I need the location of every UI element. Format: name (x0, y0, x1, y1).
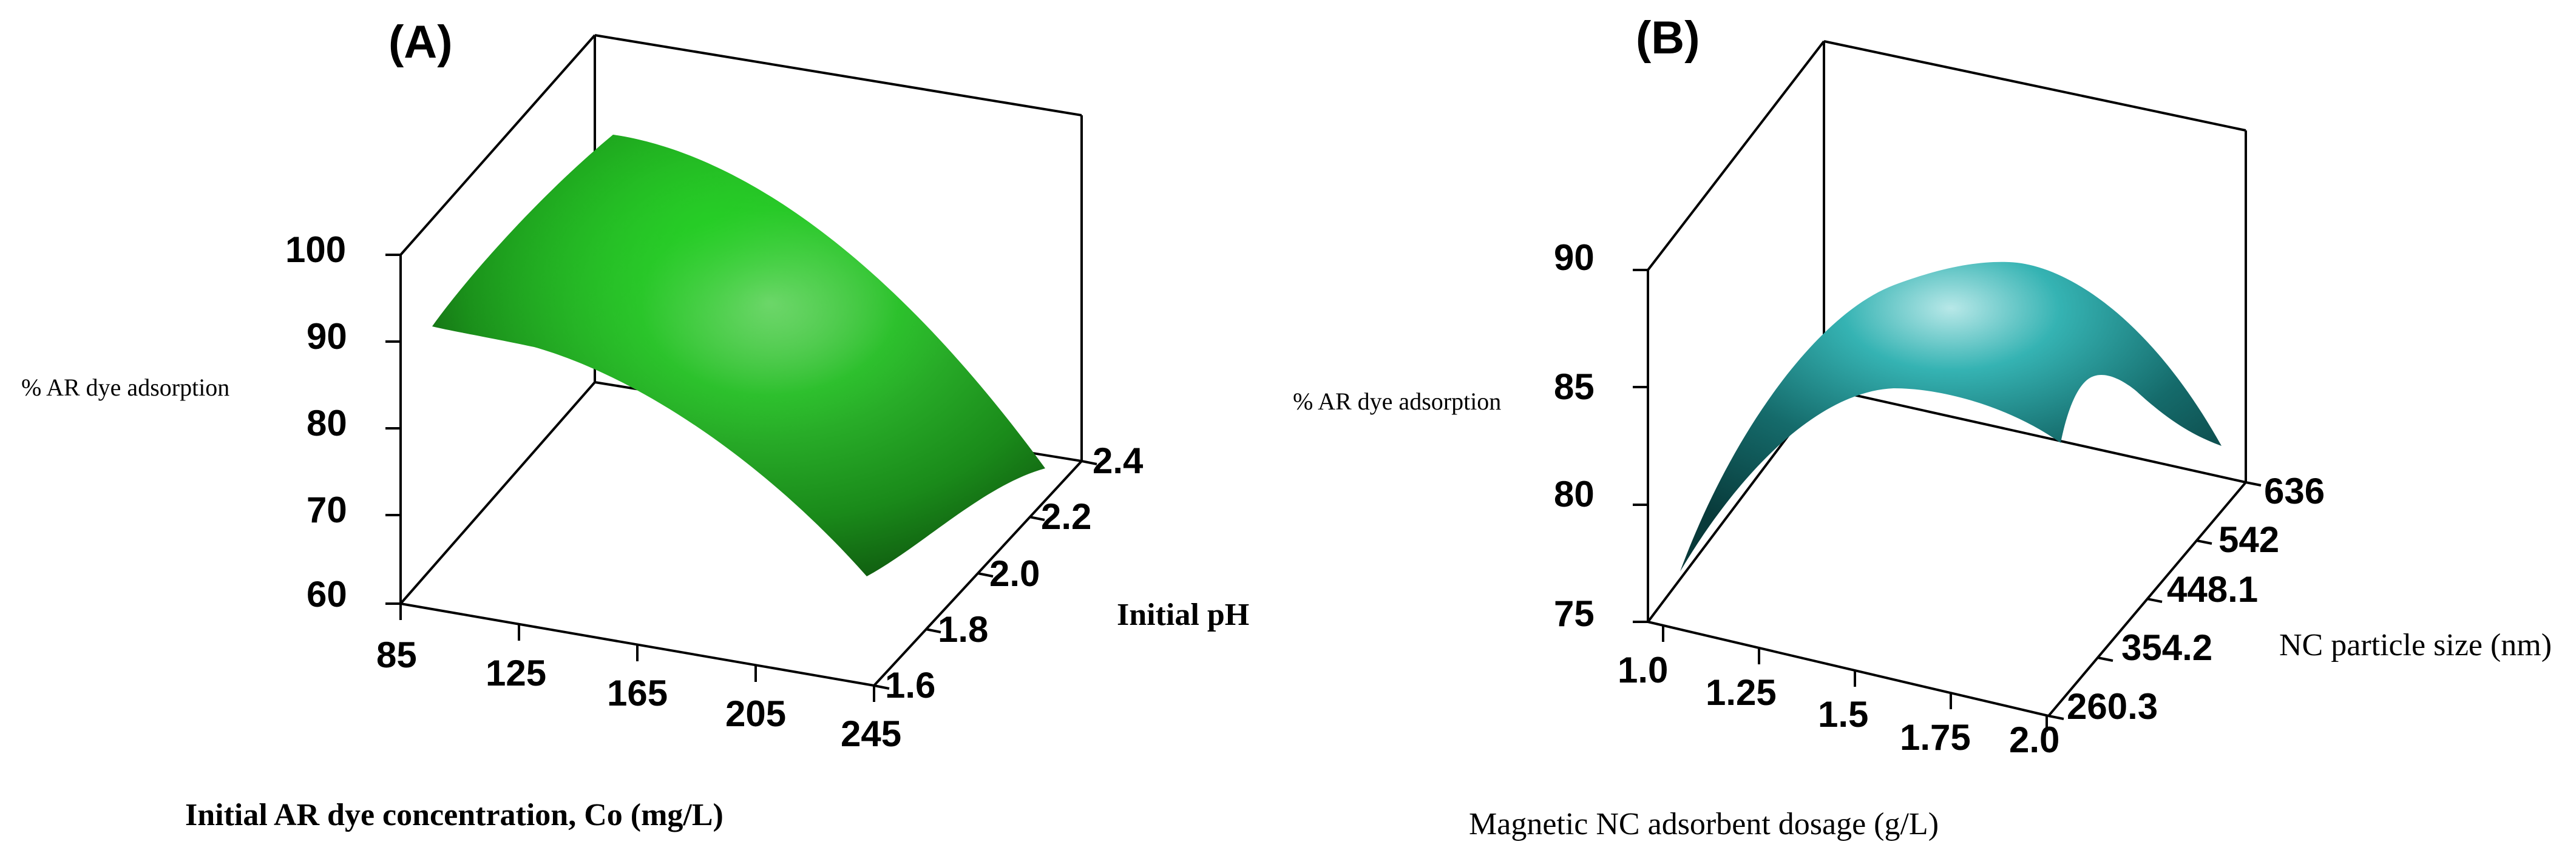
chart-a-x-tick: 245 (841, 713, 901, 754)
chart-b-z-tick: 85 (1554, 366, 1595, 407)
chart-b-x-axis: 1.0 1.25 1.5 1.75 2.0 Magnetic NC adsorb… (1469, 625, 2059, 841)
chart-a-surface (432, 135, 1045, 576)
chart-b-y-tick: 542 (2218, 519, 2279, 560)
chart-b-y-tick: 636 (2264, 471, 2325, 511)
chart-a-y-tick: 1.6 (885, 665, 935, 706)
chart-b-surface (1680, 261, 2222, 571)
chart-a-x-tick: 125 (486, 653, 546, 693)
chart-b-x-label: Magnetic NC adsorbent dosage (g/L) (1469, 807, 1939, 841)
chart-a-y-tick: 1.8 (938, 609, 988, 650)
chart-b-y-tick: 354.2 (2121, 627, 2212, 668)
chart-a-x-tick: 205 (725, 693, 786, 734)
chart-b-x-tick: 1.5 (1818, 694, 1868, 735)
chart-b: (B) 90 85 80 75 % AR dye adso (1293, 12, 2552, 841)
chart-b-z-tick: 75 (1554, 593, 1595, 634)
chart-a-y-label: Initial pH (1117, 598, 1249, 632)
chart-a-z-axis: 100 90 80 70 60 % AR dye adsorption (21, 229, 401, 615)
chart-b-z-label: % AR dye adsorption (1293, 388, 1501, 415)
chart-a-z-tick: 100 (285, 229, 346, 270)
chart-a-z-label: % AR dye adsorption (21, 374, 229, 401)
panel-label-a: (A) (388, 16, 453, 68)
chart-a-z-tick: 90 (307, 316, 347, 357)
chart-a-y-tick: 2.0 (989, 553, 1040, 594)
chart-a-x-tick: 165 (607, 673, 668, 713)
chart-a: (A) 100 90 80 70 (21, 16, 1249, 832)
chart-b-x-tick: 1.75 (1900, 717, 1971, 758)
chart-a-y-tick: 2.2 (1041, 496, 1091, 537)
chart-b-z-tick: 90 (1554, 237, 1595, 278)
chart-a-z-tick: 60 (307, 574, 347, 615)
chart-a-x-axis: 85 125 165 205 245 Initial AR dye concen… (185, 604, 901, 832)
chart-b-z-tick: 80 (1554, 474, 1595, 514)
chart-b-y-axis: 260.3 354.2 448.1 542 636 NC particle si… (2048, 471, 2552, 727)
chart-a-x-label: Initial AR dye concentration, Co (mg/L) (185, 798, 724, 832)
chart-b-z-axis: 90 85 80 75 % AR dye adsorption (1293, 237, 1648, 634)
chart-a-y-axis: 1.6 1.8 2.0 2.2 2.4 Initial pH (873, 440, 1249, 706)
chart-b-x-tick: 1.0 (1618, 650, 1668, 690)
chart-a-x-tick: 85 (376, 635, 417, 675)
chart-b-y-tick: 260.3 (2067, 686, 2158, 727)
chart-a-z-tick: 80 (307, 403, 347, 443)
chart-a-z-tick: 70 (307, 490, 347, 530)
chart-b-y-label: NC particle size (nm) (2279, 628, 2552, 663)
chart-a-y-tick: 2.4 (1093, 440, 1144, 481)
chart-b-y-tick: 448.1 (2167, 569, 2258, 610)
chart-b-x-tick: 1.25 (1706, 672, 1777, 713)
panel-label-b: (B) (1636, 12, 1700, 64)
chart-b-x-tick: 2.0 (2009, 720, 2059, 760)
